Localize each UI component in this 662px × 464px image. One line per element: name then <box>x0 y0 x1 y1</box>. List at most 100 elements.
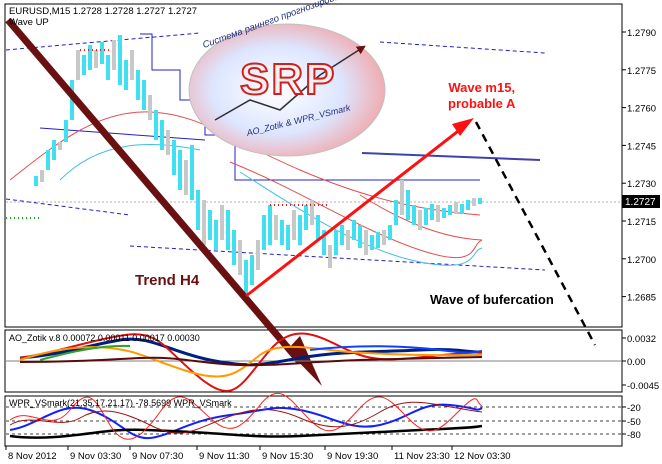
trend-arrow <box>5 17 303 365</box>
price-tick-label: 1.2700 <box>627 255 656 266</box>
candle <box>376 232 380 248</box>
candle <box>274 215 278 240</box>
candle <box>472 198 476 206</box>
time-tick-label: 11 Nov 23:30 <box>394 451 450 462</box>
ao-histogram <box>6 332 621 392</box>
ao-panel-label: AO_Zotik v.8 0.00072 0.00011 0.00017 0.0… <box>9 333 200 343</box>
candle <box>238 240 242 275</box>
candle <box>94 50 98 68</box>
candle <box>112 40 116 70</box>
candle <box>364 230 368 255</box>
candle <box>460 204 464 214</box>
candle <box>370 235 374 250</box>
candle <box>418 210 422 230</box>
candle <box>394 200 398 225</box>
candle <box>340 225 344 245</box>
candle <box>436 205 440 222</box>
candle <box>400 180 404 215</box>
candle <box>442 208 446 218</box>
candle <box>298 215 302 245</box>
ao-axis: 0.0032 0.00 -0.0045 <box>622 334 659 392</box>
candle <box>316 215 320 240</box>
ao-tick-label: 0.00 <box>627 357 646 368</box>
candle <box>40 170 44 182</box>
price-tick-label: 1.2715 <box>627 217 656 228</box>
candle <box>106 55 110 80</box>
price-tick-label: 1.2775 <box>627 66 656 77</box>
wpr-panel-label: WPR_VSmark(21,35,17,21,17) -78.5699 WPR_… <box>9 398 232 408</box>
channel-lines <box>5 32 546 271</box>
candle <box>352 220 356 240</box>
candle <box>58 142 62 150</box>
time-tick-label: 9 Nov 07:30 <box>132 451 183 462</box>
candle <box>196 190 200 230</box>
candle <box>160 120 164 150</box>
price-tick-label: 1.2760 <box>627 104 656 115</box>
candle <box>46 150 50 170</box>
candle <box>430 204 434 220</box>
time-tick-label: 9 Nov 19:30 <box>327 451 378 462</box>
candle <box>208 210 212 240</box>
candle <box>286 225 290 250</box>
candle <box>304 205 308 230</box>
candle <box>244 260 248 295</box>
bifurcation-line <box>474 121 597 346</box>
time-tick-label: 8 Nov 2012 <box>8 451 57 462</box>
candle <box>280 220 284 245</box>
symbol-header: EURUSD,M15 1.2728 1.2728 1.2727 1.2727 <box>9 6 198 17</box>
candle <box>100 42 104 64</box>
candle <box>250 255 254 285</box>
wave-arrow-head <box>452 118 474 136</box>
candle <box>52 140 56 160</box>
wave-arrow <box>245 123 467 298</box>
candle <box>184 160 188 195</box>
candle <box>124 60 128 90</box>
bifurcation-label: Wave of bufercation <box>430 292 554 307</box>
candle <box>448 205 452 215</box>
candle <box>478 198 482 204</box>
time-tick-label: 9 Nov 15:30 <box>262 451 313 462</box>
candle <box>76 50 80 80</box>
candle <box>178 150 182 190</box>
candle <box>328 245 332 268</box>
ao-tick-label: 0.0032 <box>627 334 656 345</box>
candle <box>172 140 176 175</box>
candle <box>334 230 338 255</box>
wave-label: Wave m15, probable A <box>448 80 516 111</box>
candle <box>214 220 218 250</box>
wpr-lines <box>6 392 621 440</box>
candle <box>406 190 410 220</box>
trend-label: Trend H4 <box>135 272 200 289</box>
wpr-tick-label: -80 <box>627 430 641 441</box>
candle <box>454 202 458 214</box>
candle <box>310 200 314 225</box>
price-tick-label: 1.2745 <box>627 141 656 152</box>
candle <box>130 50 134 80</box>
candle <box>322 230 326 255</box>
current-price-tag <box>622 195 660 208</box>
candle <box>34 176 38 186</box>
srp-logo <box>188 23 386 157</box>
time-tick-label: 9 Nov 03:30 <box>70 451 121 462</box>
candle <box>346 230 350 250</box>
candle <box>64 120 68 142</box>
candle <box>232 230 236 265</box>
price-axis: 1.2790 1.2775 1.2760 1.2745 1.2730 1.2715 1.27… <box>622 28 656 304</box>
price-tick-label: 1.2790 <box>627 28 656 39</box>
candle <box>262 215 266 250</box>
logo-main-text: SRP <box>239 54 337 105</box>
time-tick-label: 12 Nov 03:30 <box>454 451 511 462</box>
candle <box>88 45 92 70</box>
candle <box>424 208 428 225</box>
candle <box>412 205 416 225</box>
candle <box>166 130 170 155</box>
price-tick-label: 1.2685 <box>627 293 656 304</box>
candlestick-series <box>34 35 482 295</box>
price-tick-label: 1.2730 <box>627 179 656 190</box>
candle <box>118 35 122 85</box>
candle <box>202 200 206 245</box>
candle <box>136 70 140 100</box>
wpr-axis: -20 -50 -80 <box>622 403 641 441</box>
candle <box>220 205 224 240</box>
